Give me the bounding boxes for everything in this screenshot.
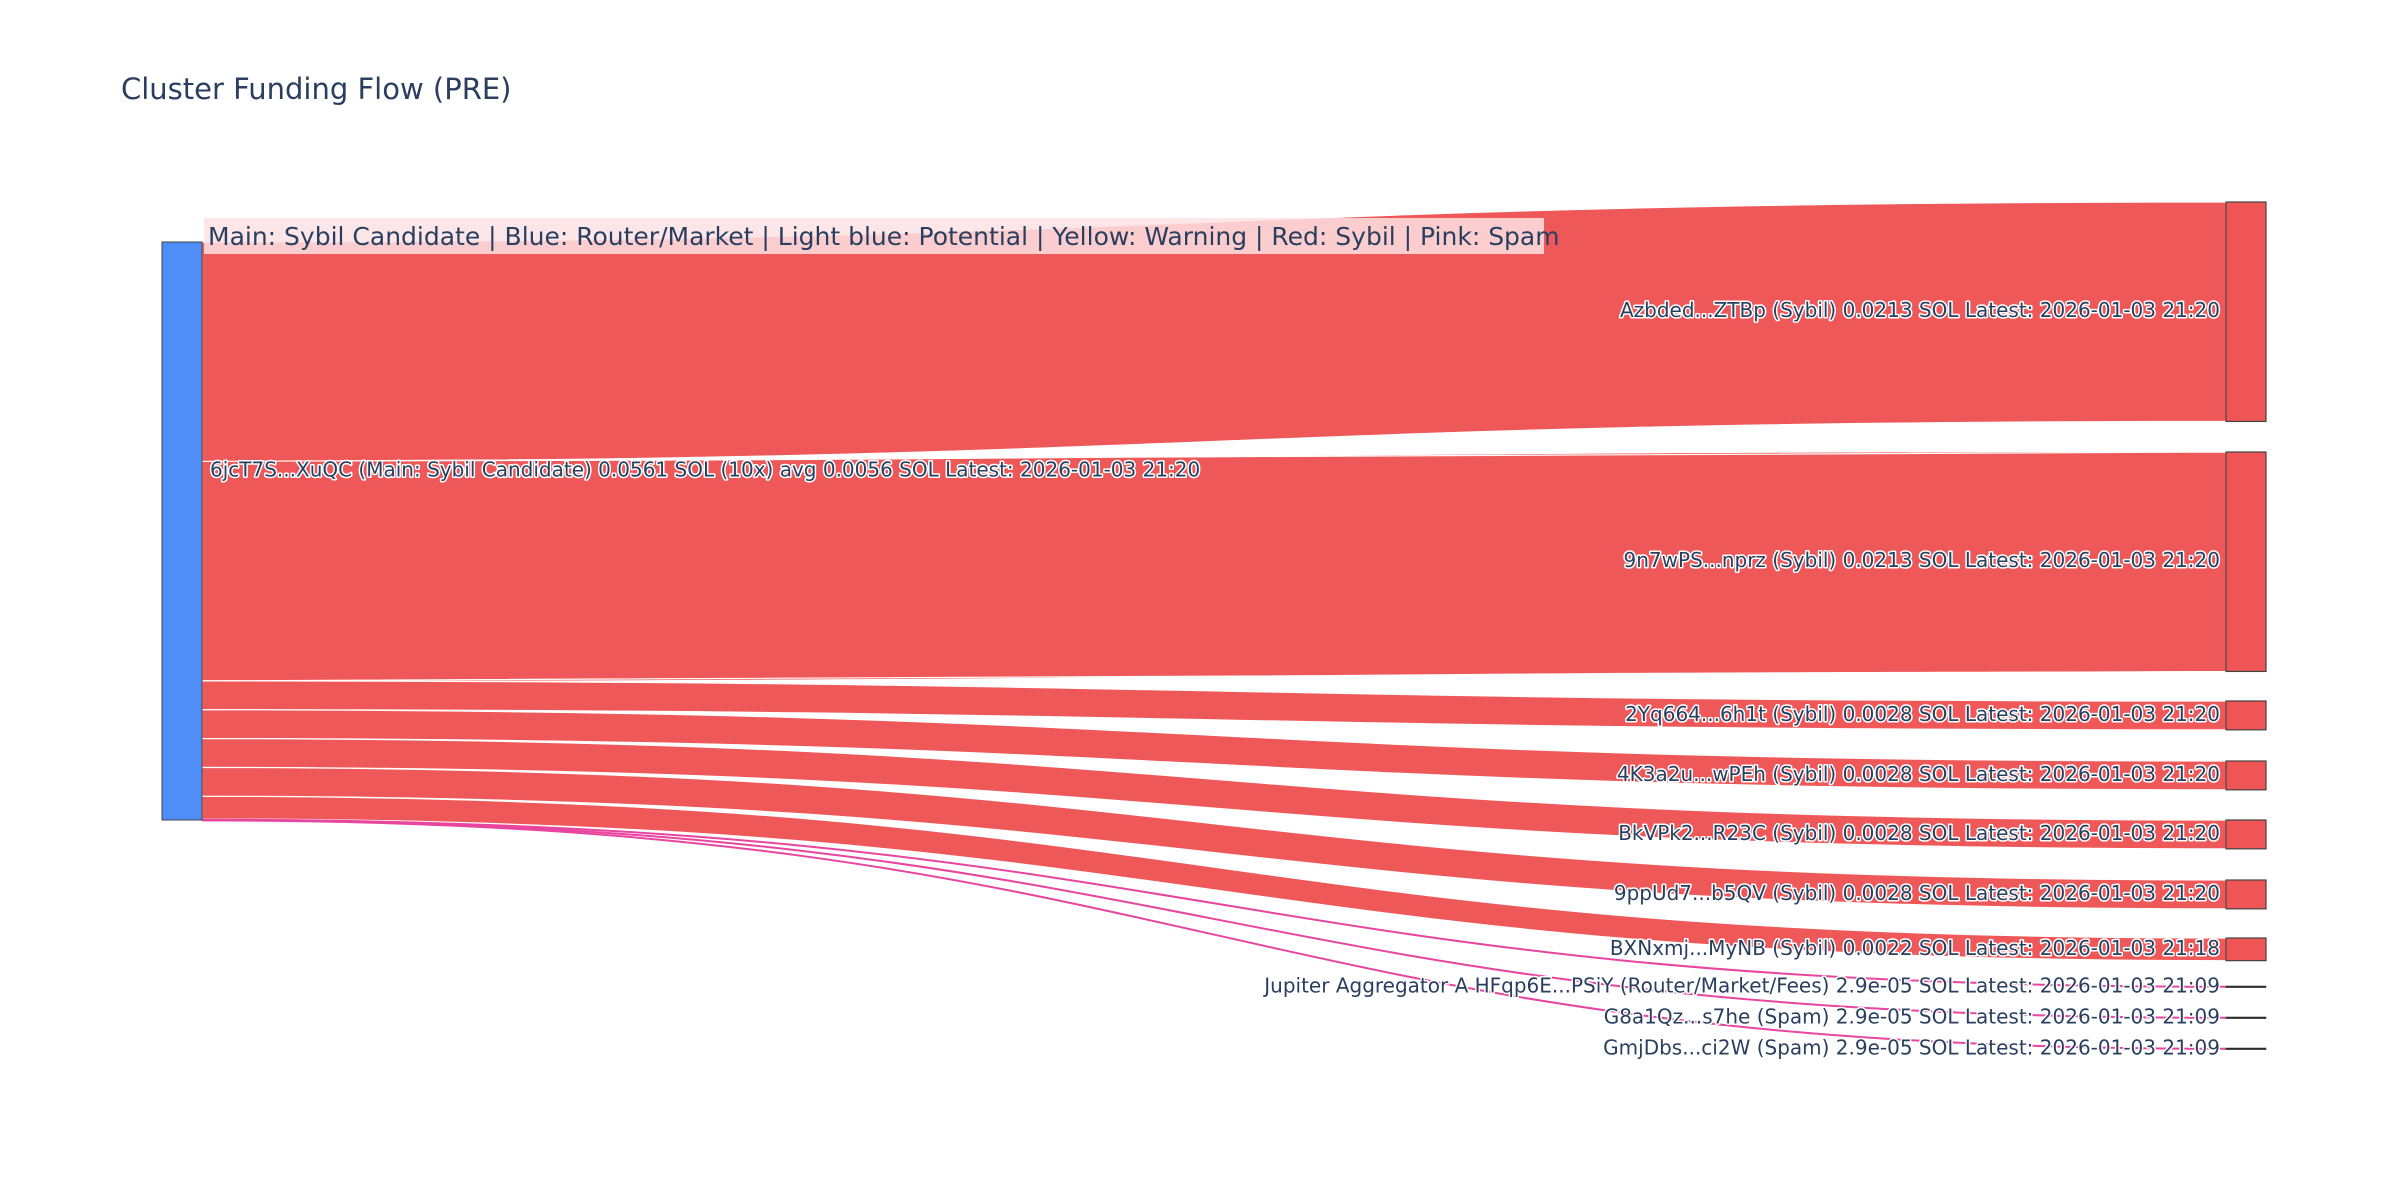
target-node-label-t1: Azbded...ZTBp (Sybil) 0.0213 SOL Latest:… — [1620, 298, 2220, 322]
target-node-t9[interactable] — [2225, 1016, 2267, 1019]
target-node-t5[interactable] — [2225, 819, 2267, 850]
sankey-link-t10[interactable] — [201, 819, 2227, 1050]
target-node-t6[interactable] — [2225, 879, 2267, 910]
target-node-label-t3: 2Yq664...6h1t (Sybil) 0.0028 SOL Latest:… — [1625, 702, 2220, 726]
chart-title: Cluster Funding Flow (PRE) — [121, 72, 512, 106]
sankey-links — [201, 201, 2227, 1050]
sankey-nodes — [161, 201, 2267, 1050]
target-node-label-t8: Jupiter Aggregator A HFqp6E...PSiY (Rout… — [1262, 973, 2220, 997]
target-node-label-t5: BkVPk2...R23C (Sybil) 0.0028 SOL Latest:… — [1618, 821, 2220, 845]
target-node-t3[interactable] — [2225, 700, 2267, 731]
target-node-t2[interactable] — [2225, 451, 2267, 673]
sankey-labels: 6jcT7S...XuQC (Main: Sybil Candidate) 0.… — [209, 297, 2222, 1061]
legend: Main: Sybil Candidate | Blue: Router/Mar… — [204, 218, 1560, 254]
sankey-link-t9[interactable] — [201, 819, 2227, 1019]
source-node[interactable] — [161, 241, 203, 821]
target-node-label-t2: 9n7wPS...nprz (Sybil) 0.0213 SOL Latest:… — [1624, 548, 2220, 572]
target-node-t8[interactable] — [2225, 985, 2267, 988]
target-node-label-t7: BXNxmj...MyNB (Sybil) 0.0022 SOL Latest:… — [1610, 936, 2220, 960]
legend-text: Main: Sybil Candidate | Blue: Router/Mar… — [208, 222, 1560, 251]
target-node-t4[interactable] — [2225, 760, 2267, 791]
sankey-link-t8[interactable] — [201, 818, 2227, 988]
target-node-label-t9: G8a1Qz...s7he (Spam) 2.9e-05 SOL Latest:… — [1604, 1004, 2220, 1028]
target-node-t10[interactable] — [2225, 1047, 2267, 1050]
target-node-label-t4: 4K3a2u...wPEh (Sybil) 0.0028 SOL Latest:… — [1617, 762, 2220, 786]
legend-background — [204, 218, 1544, 254]
target-node-t7[interactable] — [2225, 937, 2267, 962]
target-node-label-t10: GmjDbs...ci2W (Spam) 2.9e-05 SOL Latest:… — [1603, 1035, 2220, 1059]
source-node-label: 6jcT7S...XuQC (Main: Sybil Candidate) 0.… — [210, 458, 1200, 482]
target-node-label-t6: 9ppUd7...b5QV (Sybil) 0.0028 SOL Latest:… — [1614, 881, 2220, 905]
target-node-t1[interactable] — [2225, 201, 2267, 423]
